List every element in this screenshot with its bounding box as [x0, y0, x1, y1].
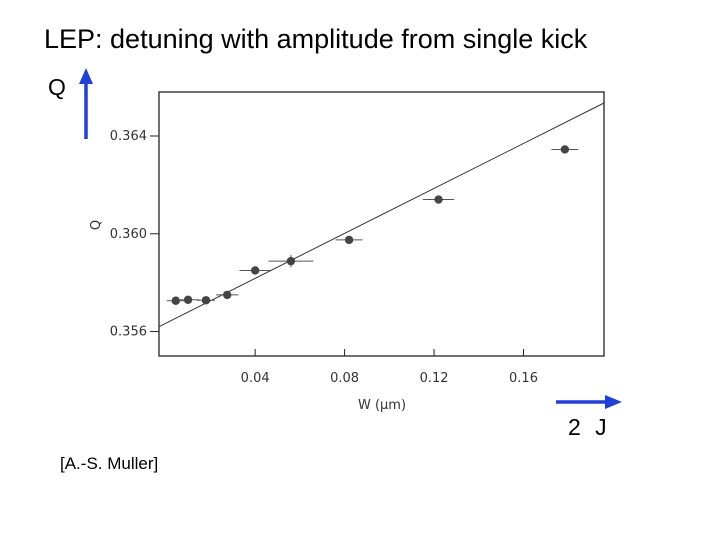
x-tick-label: 0.04 — [241, 371, 270, 386]
x-tick-label: 0.12 — [420, 371, 449, 386]
x-tick-label: 0.16 — [509, 371, 538, 386]
data-point — [183, 295, 193, 304]
q-axis-label: Q — [48, 74, 66, 100]
slide-title: LEP: detuning with amplitude from single… — [44, 24, 588, 54]
y-tick-label: 0.356 — [110, 325, 147, 340]
data-point — [250, 266, 260, 275]
data-point — [286, 256, 296, 266]
credit-text: [A.-S. Muller] — [60, 454, 159, 473]
x-axis-label: W (μm) — [358, 398, 406, 413]
fit-line — [158, 102, 605, 328]
data-point — [560, 145, 570, 154]
x-tick-label: 0.08 — [330, 371, 359, 386]
data-point — [171, 296, 180, 305]
data-point — [223, 290, 232, 300]
y-tick-label: 0.360 — [110, 227, 147, 242]
y-tick-label: 0.364 — [110, 129, 147, 144]
data-point — [344, 235, 354, 245]
y-axis-label: Q — [89, 220, 104, 230]
two-j-axis-label: 2 J — [568, 414, 611, 440]
plot-frame — [158, 91, 605, 357]
data-point — [201, 296, 211, 305]
q-arrow-head — [79, 68, 93, 84]
j-arrow-head — [605, 395, 622, 409]
data-point — [434, 195, 443, 204]
